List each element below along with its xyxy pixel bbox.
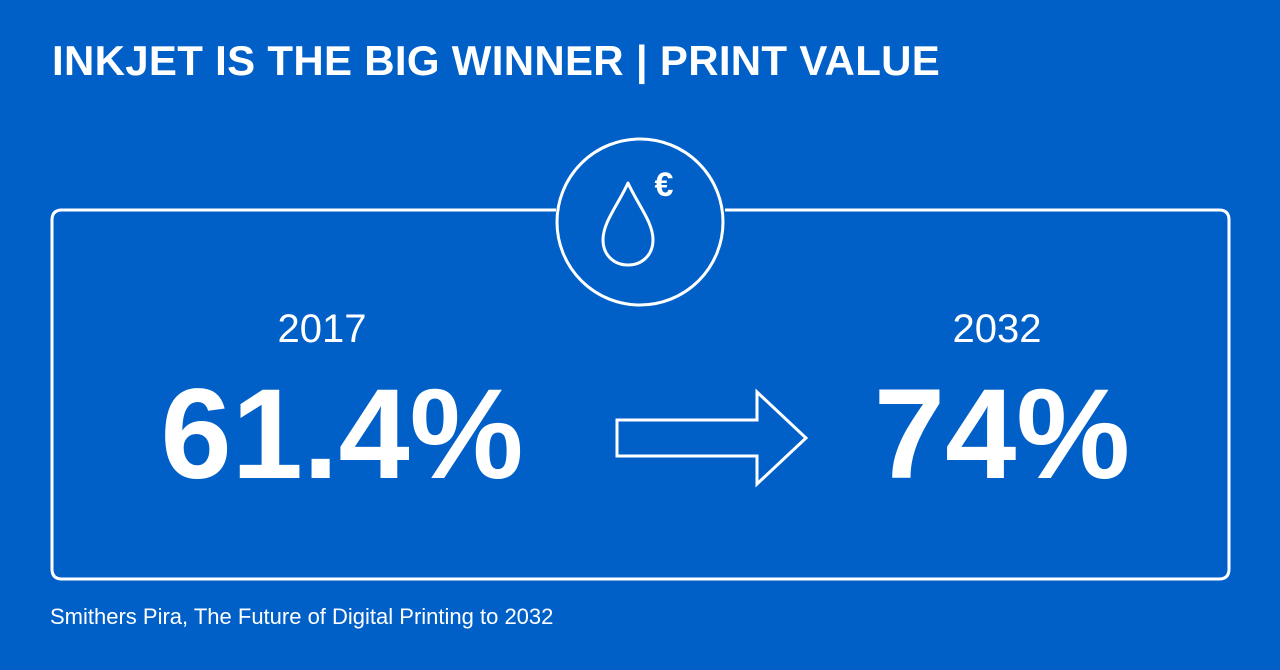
start-value: 61.4%: [160, 363, 524, 506]
euro-symbol-icon: €: [655, 166, 674, 204]
arrow-right-icon: [615, 388, 809, 488]
start-year: 2017: [277, 307, 367, 351]
ink-drop-icon: [601, 181, 655, 267]
content-frame: [50, 208, 1231, 581]
page-title: INKJET IS THE BIG WINNER | PRINT VALUE: [52, 37, 941, 84]
source-citation: Smithers Pira, The Future of Digital Pri…: [50, 604, 554, 629]
end-year: 2032: [952, 307, 1042, 351]
icon-badge-circle: [555, 137, 725, 307]
end-value: 74%: [873, 363, 1131, 506]
